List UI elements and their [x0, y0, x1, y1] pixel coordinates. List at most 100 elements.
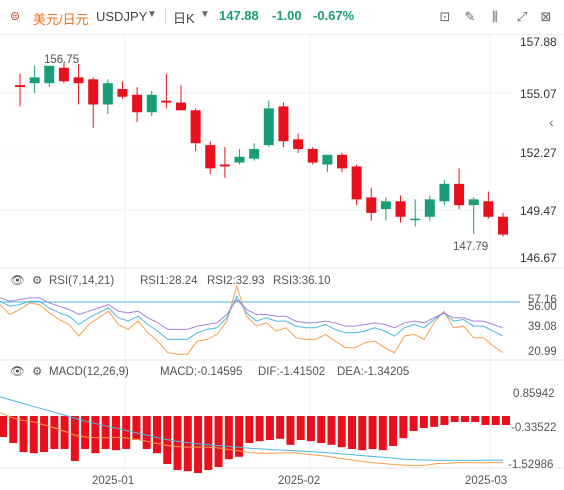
macd-histogram-bar — [50, 416, 59, 449]
candle-body — [293, 139, 304, 150]
symbol-label[interactable]: USDJPY — [96, 9, 148, 24]
macd-histogram-bar — [173, 416, 182, 470]
dea-line — [0, 396, 503, 461]
candle-body — [219, 164, 230, 167]
y-tick-label: 155.07 — [520, 87, 557, 101]
candle-body — [146, 94, 157, 113]
settings-icon[interactable]: ⊠ — [540, 9, 552, 24]
macd-histogram-bar — [91, 416, 100, 454]
candle-body — [205, 145, 216, 169]
macd-histogram-bar — [430, 416, 439, 427]
x-tick-label: 2025-03 — [465, 475, 507, 487]
candle-body — [454, 183, 465, 206]
candle-body — [44, 65, 55, 84]
macd-histogram-bar — [204, 416, 213, 470]
dif-legend: DIF:-1.41502 — [258, 366, 325, 378]
candle-body — [249, 149, 260, 159]
chevron-down-icon[interactable]: ▼ — [147, 9, 157, 20]
macd-histogram-bar — [255, 416, 264, 442]
candle-body — [176, 102, 186, 111]
macd-histogram-bar — [152, 416, 161, 454]
macd-histogram-bar — [276, 416, 285, 439]
macd-histogram-bar — [306, 416, 315, 442]
us-flag-icon: ⊜ — [10, 9, 21, 23]
y-tick-label: 157.88 — [520, 35, 557, 49]
candle-body — [366, 197, 377, 213]
chevron-down-icon[interactable]: ▼ — [200, 9, 210, 20]
price-change-pct: -0.67% — [313, 8, 355, 23]
macd-legend: MACD:-0.14595 — [160, 366, 242, 378]
eye-icon[interactable]: 👁 — [10, 275, 25, 287]
low-marker-label: 147.79 — [453, 241, 488, 253]
series-line-1 — [0, 295, 504, 340]
x-tick-label: 2025-01 — [92, 475, 134, 487]
macd-histogram-bar — [224, 416, 233, 460]
macd-histogram-bar — [101, 416, 110, 449]
rsi-tick: 39.08 — [528, 321, 557, 333]
rsi-panel — [0, 284, 504, 355]
candle-body — [380, 201, 391, 210]
chevron-left-icon[interactable]: ‹ — [549, 114, 554, 130]
macd-histogram-bar — [183, 416, 192, 472]
rsi3-legend: RSI3:36.10 — [273, 275, 331, 287]
pair-name[interactable]: 美元/日元 — [33, 12, 89, 27]
candle-body — [322, 154, 333, 165]
macd-histogram-bar — [40, 416, 49, 452]
macd-histogram-bar — [502, 416, 510, 425]
macd-panel — [0, 396, 510, 473]
candle-body — [132, 94, 143, 113]
candle-style-icon[interactable]: ⫼ — [492, 9, 498, 24]
macd-histogram-bar — [60, 416, 69, 449]
macd-title: MACD(12,26,9) — [49, 366, 129, 378]
macd-histogram-bar — [460, 416, 469, 422]
y-tick-label: 146.67 — [520, 251, 557, 265]
candle-body — [424, 199, 435, 217]
macd-histogram-bar — [81, 416, 90, 449]
macd-histogram-bar — [399, 416, 408, 439]
candle-body — [117, 89, 128, 97]
macd-histogram-bar — [142, 416, 151, 449]
macd-histogram-bar — [471, 416, 480, 422]
macd-histogram-bar — [358, 416, 367, 451]
drawing-icon[interactable]: ✎ — [464, 9, 476, 24]
macd-tick: -0.33522 — [511, 422, 556, 434]
y-tick-label: 152.27 — [520, 146, 557, 160]
macd-histogram-bar — [0, 416, 7, 437]
macd-histogram-bar — [317, 416, 326, 443]
gear-icon[interactable]: ⚙ — [32, 366, 42, 378]
rsi-tick: 57.16 — [528, 294, 557, 306]
price-change: -1.00 — [272, 8, 302, 23]
macd-histogram-bar — [450, 416, 459, 422]
candle-body — [73, 77, 84, 84]
gear-icon[interactable]: ⚙ — [32, 275, 42, 287]
macd-histogram-bar — [286, 416, 295, 445]
divider — [165, 8, 166, 25]
dif-line — [0, 411, 504, 467]
macd-histogram-bar — [19, 416, 28, 452]
macd-histogram-bar — [245, 416, 254, 443]
candle-body — [337, 154, 347, 169]
candle-body — [190, 110, 201, 144]
macd-histogram-bar — [29, 416, 38, 454]
macd-histogram-bar — [440, 416, 449, 425]
eye-icon[interactable]: 👁 — [10, 366, 25, 378]
macd-histogram-bar — [111, 416, 120, 451]
candle-body — [483, 201, 494, 217]
macd-histogram-bar — [419, 416, 428, 428]
macd-histogram-bar — [9, 416, 18, 443]
candle-body — [88, 79, 99, 105]
rsi-title: RSI(7,14,21) — [49, 275, 114, 287]
candle-body — [263, 108, 274, 146]
dea-legend: DEA:-1.34205 — [337, 366, 409, 378]
macd-histogram-bar — [296, 416, 305, 440]
candle-body — [234, 156, 245, 163]
indicator-icon[interactable]: ⊡ — [439, 9, 451, 24]
macd-histogram-bar — [265, 416, 274, 440]
macd-histogram-bar — [368, 416, 377, 449]
fullscreen-icon[interactable]: ⤢ — [516, 9, 528, 24]
macd-histogram-bar — [194, 416, 203, 473]
y-tick-label: 149.47 — [520, 204, 557, 218]
candle-body — [395, 201, 406, 217]
period-selector[interactable]: 日K — [173, 11, 195, 26]
